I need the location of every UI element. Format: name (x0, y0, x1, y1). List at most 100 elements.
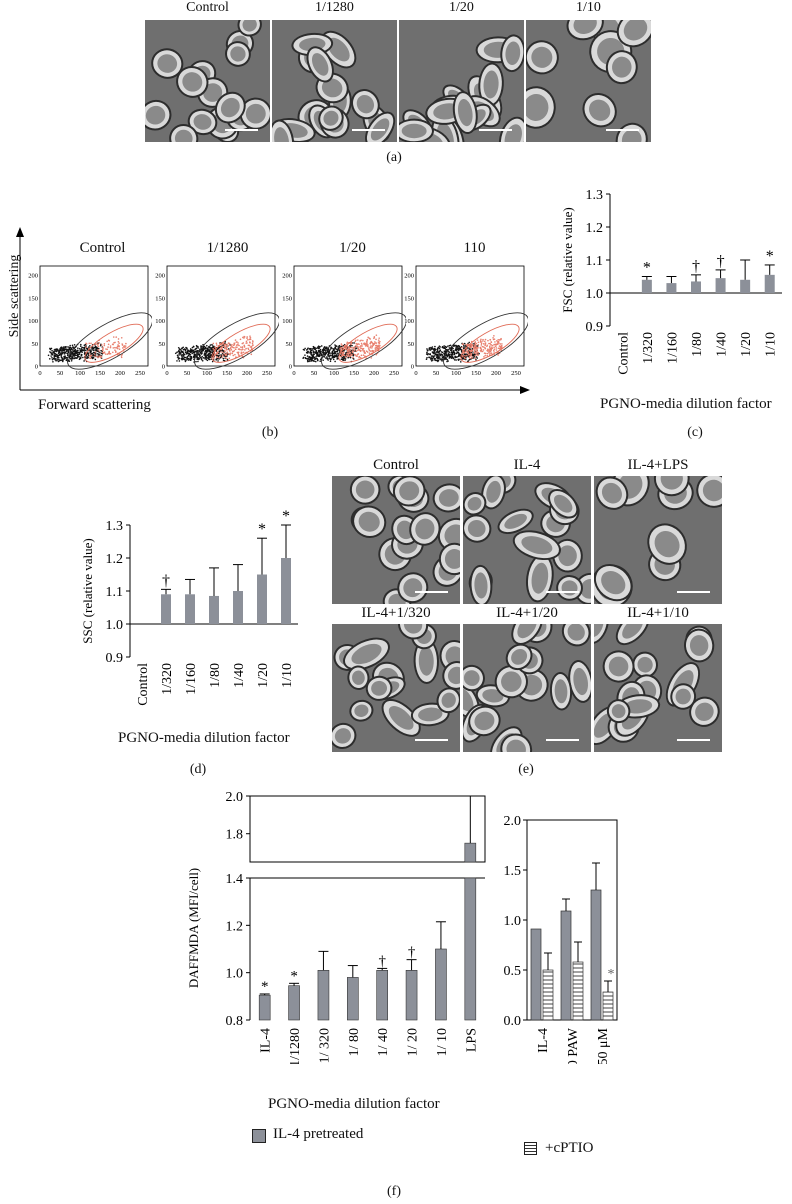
event-dot (329, 352, 331, 354)
cell (347, 665, 370, 690)
event-dot (327, 352, 330, 355)
x-tick-label: 100 (451, 370, 461, 377)
event-dot (344, 358, 347, 360)
event-dot (212, 347, 214, 350)
event-dot (216, 351, 219, 354)
event-dot (189, 349, 192, 352)
event-dot (235, 344, 238, 346)
event-dot (500, 345, 503, 348)
cell (343, 637, 390, 671)
event-dot (452, 357, 455, 360)
event-dot (494, 345, 497, 348)
y-tick-label: 1.0 (504, 914, 522, 929)
cell (670, 683, 697, 710)
event-dot (78, 355, 80, 358)
event-dot (341, 344, 343, 347)
significance-mark: * (643, 260, 651, 277)
event-dot (426, 351, 428, 354)
y-tick-label: 0.5 (504, 964, 522, 979)
event-dot (468, 348, 471, 350)
event-dot (217, 360, 219, 362)
cell (176, 65, 209, 98)
event-dot (221, 350, 224, 352)
event-dot (53, 351, 56, 353)
event-dot (319, 345, 321, 348)
event-dot (436, 351, 438, 354)
y-tick-label: 0.0 (504, 1014, 522, 1029)
event-dot (107, 343, 110, 346)
event-dot (81, 351, 83, 353)
event-dot (335, 355, 338, 358)
event-dot (186, 353, 188, 355)
event-dot (439, 354, 442, 357)
event-dot (371, 341, 373, 344)
cell (463, 664, 485, 692)
event-dot (245, 347, 247, 350)
event-dot (450, 349, 452, 351)
event-dot (304, 354, 306, 356)
event-dot (213, 349, 215, 351)
cell (352, 505, 387, 538)
event-dot (188, 353, 191, 356)
event-dot (334, 360, 336, 363)
event-dot (459, 361, 462, 363)
event-dot (79, 351, 82, 353)
event-dot (118, 345, 120, 348)
event-dot (345, 347, 347, 350)
significance-mark: † (408, 945, 416, 961)
x-tick-label: 200 (369, 370, 379, 377)
cell (500, 733, 533, 752)
event-dot (204, 347, 207, 350)
x-tick-label: 1/ 80 (347, 1028, 362, 1056)
event-dot (477, 354, 479, 356)
x-axis-title: PGNO-media dilution factor (600, 396, 772, 412)
event-dot (468, 341, 471, 344)
event-dot (233, 344, 235, 346)
event-dot (63, 358, 66, 360)
event-dot (335, 350, 338, 353)
event-dot (426, 349, 429, 352)
event-dot (76, 349, 79, 352)
event-dot (470, 345, 473, 348)
event-dot (316, 354, 319, 357)
bar (715, 278, 726, 293)
event-dot (495, 344, 498, 346)
event-dot (103, 342, 106, 345)
x-tick-label: 1/ 320 (317, 1028, 332, 1063)
event-dot (306, 359, 309, 362)
cell (632, 651, 658, 678)
event-dot (210, 348, 213, 350)
event-dot (252, 341, 254, 343)
event-dot (235, 346, 237, 348)
event-dot (120, 356, 123, 359)
event-dot (187, 359, 190, 361)
y-tick-label: 1.5 (504, 864, 522, 879)
y-tick-label: 150 (28, 295, 38, 302)
event-dot (369, 345, 372, 347)
event-dot (370, 341, 372, 344)
event-dot (438, 356, 441, 358)
event-dot (329, 360, 332, 363)
event-dot (87, 356, 89, 359)
event-dot (489, 342, 491, 345)
event-dot (64, 345, 67, 348)
event-dot (480, 349, 482, 352)
event-dot (468, 349, 471, 352)
cell (595, 476, 629, 510)
event-dot (379, 340, 381, 343)
event-dot (471, 357, 473, 359)
x-tick-label: 200 (491, 370, 501, 377)
y-tick-label: 200 (155, 273, 165, 280)
cell (574, 572, 591, 604)
event-dot (349, 355, 352, 357)
cell (351, 89, 380, 120)
event-dot (457, 351, 460, 354)
event-dot (324, 346, 326, 348)
event-dot (47, 354, 50, 357)
event-dot (106, 348, 109, 351)
event-dot (184, 348, 187, 351)
event-dot (450, 351, 453, 353)
event-dot (226, 358, 229, 361)
event-dot (193, 356, 195, 359)
event-dot (337, 347, 340, 350)
